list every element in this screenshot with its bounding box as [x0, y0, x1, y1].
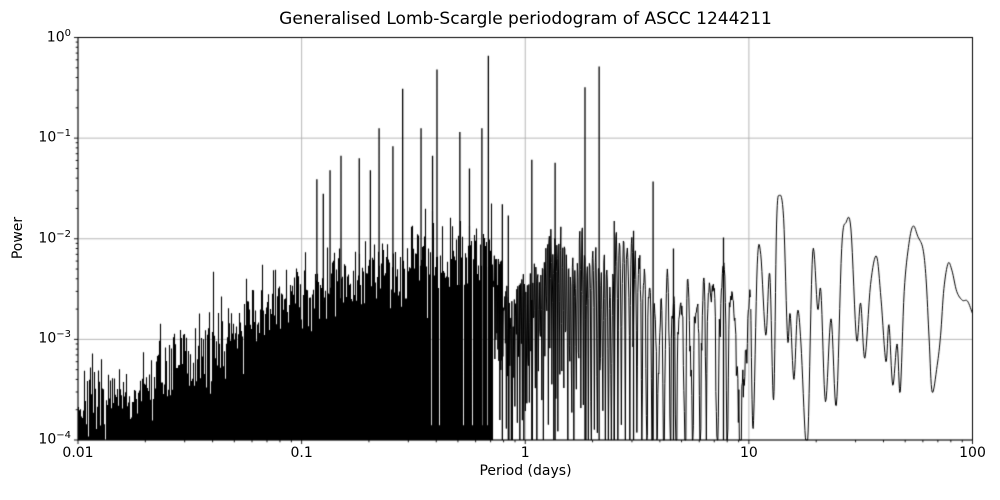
x-tick-label: 1 [520, 445, 530, 461]
x-tick-label: 10 [739, 445, 758, 461]
y-tick-label: 100 [46, 27, 71, 46]
y-tick-label: 10−2 [38, 228, 71, 247]
y-tick-label: 10−3 [38, 329, 71, 348]
x-tick-label: 0.01 [62, 445, 94, 461]
y-tick-label: 10−4 [38, 430, 71, 448]
x-tick-label: 0.1 [290, 445, 313, 461]
chart-title: Generalised Lomb-Scargle periodogram of … [279, 9, 772, 29]
y-tick-label: 10−1 [38, 128, 71, 146]
x-tick-label: 100 [959, 445, 986, 461]
x-axis-label: Period (days) [479, 463, 572, 479]
